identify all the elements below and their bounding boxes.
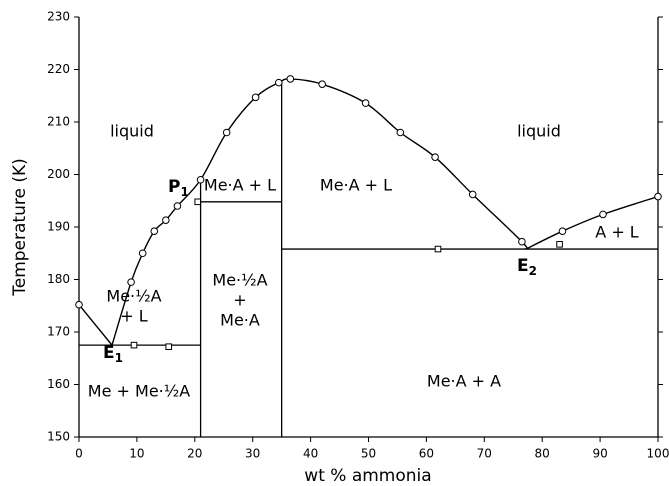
region-label: Me·½A	[106, 287, 161, 306]
point-subscript: 1	[115, 351, 123, 365]
square-marker	[434, 245, 442, 253]
point-letter: E	[517, 256, 529, 276]
circle-marker	[173, 202, 182, 210]
x-tick-label: 40	[303, 447, 318, 461]
region-label: + L	[120, 307, 147, 326]
y-tick-label: 230	[47, 10, 70, 24]
region-label: Me·A + L	[204, 176, 276, 195]
x-tick-label: 50	[361, 447, 376, 461]
region-label: +	[233, 291, 246, 310]
circle-marker	[196, 175, 205, 184]
region-label: Me·A + A	[427, 372, 501, 391]
circle-marker	[150, 227, 159, 235]
region-label: Me·½A	[212, 271, 267, 290]
circle-marker	[361, 99, 370, 107]
y-tick-label: 190	[47, 220, 70, 234]
square-marker	[130, 341, 138, 349]
liquidus-curve	[111, 78, 528, 346]
y-tick-label: 180	[47, 272, 70, 286]
y-axis-title: Temperature (K)	[10, 158, 30, 297]
x-tick-label: 70	[477, 447, 492, 461]
y-tick-label: 200	[47, 167, 70, 181]
point-label: P1	[168, 177, 189, 199]
point-label: E1	[103, 343, 123, 365]
x-tick-label: 30	[245, 447, 260, 461]
circle-marker	[599, 210, 607, 219]
circle-marker	[75, 300, 83, 309]
liquidus-curve	[525, 195, 659, 250]
y-tick-label: 150	[47, 430, 70, 444]
region-label: Me + Me·½A	[88, 382, 190, 401]
circle-marker	[654, 192, 662, 201]
point-letter: P	[168, 177, 180, 197]
circle-marker	[468, 190, 477, 199]
region-label: Me·A + L	[320, 176, 392, 195]
y-tick-label: 210	[47, 115, 70, 129]
circle-marker	[396, 128, 405, 137]
y-tick-label: 170	[47, 325, 70, 339]
circle-marker	[251, 93, 260, 102]
square-marker	[194, 198, 201, 206]
region-label: Me·A	[220, 311, 260, 330]
circle-marker	[222, 128, 231, 137]
circle-marker	[162, 216, 170, 224]
x-tick-label: 20	[187, 447, 202, 461]
region-label: liquid	[517, 122, 561, 141]
point-label: E2	[517, 256, 537, 278]
circle-marker	[286, 75, 295, 83]
circle-marker	[431, 153, 439, 161]
circle-marker	[558, 227, 567, 235]
x-tick-label: 0	[75, 447, 83, 461]
circle-marker	[138, 249, 147, 258]
x-tick-label: 80	[535, 447, 550, 461]
circle-marker	[318, 80, 326, 88]
point-subscript: 1	[180, 185, 188, 199]
x-tick-label: 10	[129, 447, 144, 461]
circle-marker	[127, 278, 135, 286]
region-label: A + L	[595, 223, 639, 242]
x-axis-title: wt % ammonia	[304, 466, 431, 486]
region-label: liquid	[110, 122, 154, 141]
liquidus-curve	[78, 304, 113, 346]
y-tick-label: 220	[47, 62, 70, 76]
square-marker	[165, 343, 173, 350]
circle-marker	[274, 78, 283, 87]
point-letter: E	[103, 343, 115, 363]
x-tick-label: 90	[592, 447, 607, 461]
y-tick-label: 160	[47, 377, 70, 391]
x-tick-label: 60	[419, 447, 434, 461]
x-tick-label: 100	[647, 447, 669, 461]
square-marker	[556, 241, 563, 248]
circle-marker	[518, 237, 526, 246]
point-subscript: 2	[529, 264, 537, 278]
